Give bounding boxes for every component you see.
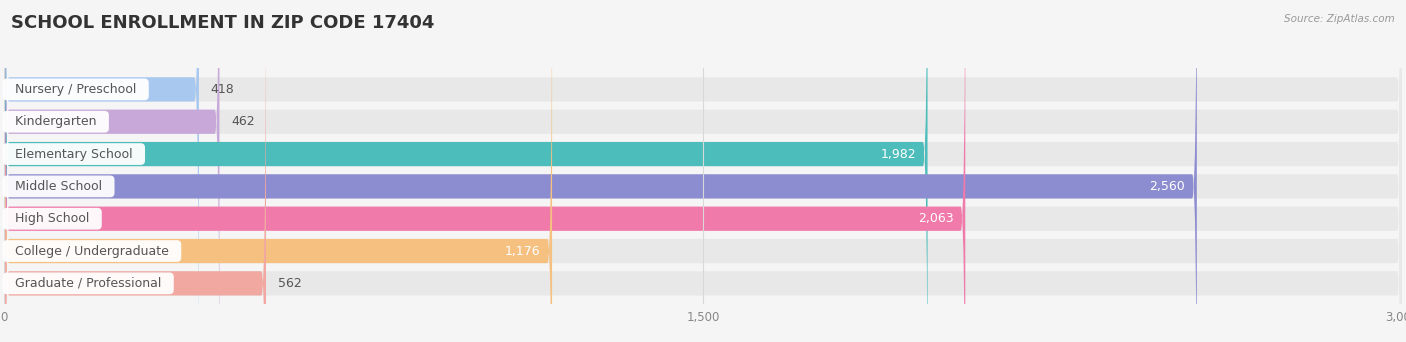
Text: 1,982: 1,982 xyxy=(880,147,915,160)
FancyBboxPatch shape xyxy=(4,0,1402,342)
Text: 1,176: 1,176 xyxy=(505,245,540,258)
FancyBboxPatch shape xyxy=(4,0,966,342)
Text: 2,063: 2,063 xyxy=(918,212,953,225)
Text: 418: 418 xyxy=(211,83,235,96)
FancyBboxPatch shape xyxy=(4,0,1402,342)
FancyBboxPatch shape xyxy=(4,0,553,342)
FancyBboxPatch shape xyxy=(4,0,1402,342)
FancyBboxPatch shape xyxy=(4,0,1402,342)
FancyBboxPatch shape xyxy=(4,0,219,342)
Text: High School: High School xyxy=(7,212,97,225)
FancyBboxPatch shape xyxy=(4,0,1402,342)
Text: 462: 462 xyxy=(231,115,254,128)
Text: 562: 562 xyxy=(277,277,301,290)
FancyBboxPatch shape xyxy=(4,0,1197,342)
FancyBboxPatch shape xyxy=(4,0,266,342)
Text: 2,560: 2,560 xyxy=(1150,180,1185,193)
Text: Middle School: Middle School xyxy=(7,180,110,193)
Text: Nursery / Preschool: Nursery / Preschool xyxy=(7,83,145,96)
Text: Source: ZipAtlas.com: Source: ZipAtlas.com xyxy=(1284,14,1395,24)
Text: SCHOOL ENROLLMENT IN ZIP CODE 17404: SCHOOL ENROLLMENT IN ZIP CODE 17404 xyxy=(11,14,434,32)
FancyBboxPatch shape xyxy=(4,0,1402,342)
FancyBboxPatch shape xyxy=(4,0,928,342)
FancyBboxPatch shape xyxy=(4,0,1402,342)
FancyBboxPatch shape xyxy=(4,0,198,342)
Text: College / Undergraduate: College / Undergraduate xyxy=(7,245,177,258)
Text: Kindergarten: Kindergarten xyxy=(7,115,104,128)
Text: Graduate / Professional: Graduate / Professional xyxy=(7,277,169,290)
Text: Elementary School: Elementary School xyxy=(7,147,141,160)
